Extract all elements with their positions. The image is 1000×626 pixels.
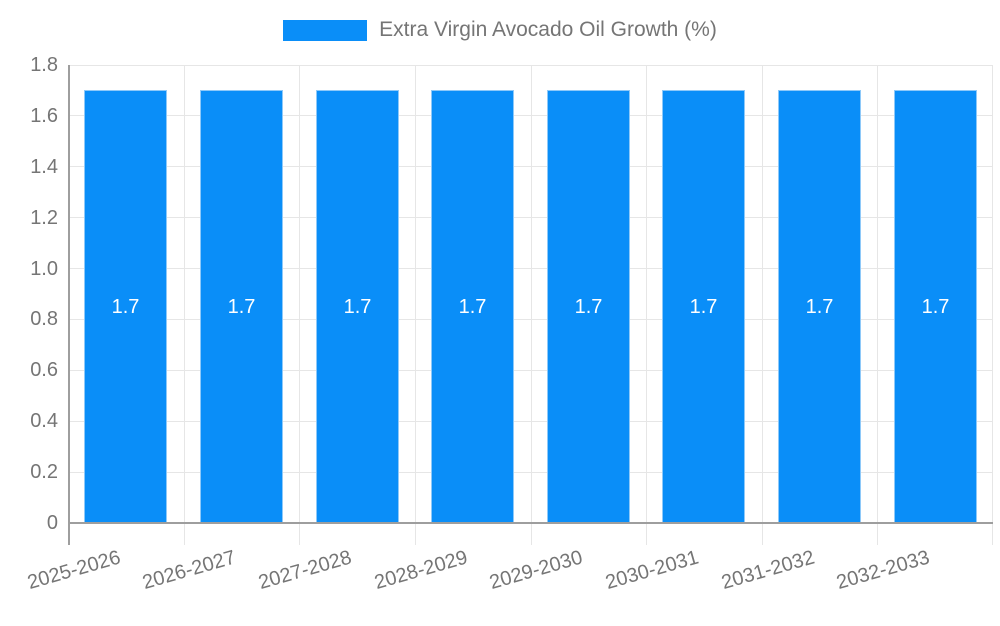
bar: 1.7 (547, 90, 630, 523)
horizontal-gridline (68, 166, 993, 168)
plot-area: 1.7 1.7 1.7 1.7 1.7 1.7 1.7 1.7 2025-2026 2026-2… (25, 64, 993, 594)
y-tick-label: 0 (46, 512, 58, 534)
horizontal-gridline (68, 420, 993, 422)
bar-value-label: 1.7 (458, 296, 487, 318)
y-tick-label: 1.0 (30, 257, 58, 280)
horizontal-gridline (68, 369, 993, 371)
chart-legend: Extra Virgin Avocado Oil Growth (%) (0, 18, 1000, 42)
bar: 1.7 (84, 90, 167, 523)
horizontal-gridline (68, 318, 993, 320)
y-tick-label: 1.8 (30, 54, 58, 76)
bar: 1.7 (894, 90, 977, 523)
horizontal-gridline (68, 471, 993, 473)
vertical-gridline (877, 65, 878, 545)
horizontal-gridline (68, 268, 993, 270)
horizontal-gridline (68, 115, 993, 117)
legend-label: Extra Virgin Avocado Oil Growth (%) (379, 18, 717, 41)
vertical-gridline (992, 65, 993, 545)
bar: 1.7 (778, 90, 861, 523)
legend-swatch-icon (283, 19, 368, 41)
bar-chart: Extra Virgin Avocado Oil Growth (%) 1.7 1… (0, 18, 1000, 594)
y-tick-label: 1.2 (30, 206, 58, 229)
horizontal-gridline (68, 217, 993, 219)
bar: 1.7 (200, 90, 283, 523)
y-tick-label: 1.6 (30, 104, 58, 127)
bar: 1.7 (431, 90, 514, 523)
bar-value-label: 1.7 (111, 296, 140, 318)
vertical-gridline (762, 65, 763, 545)
bar-value-label: 1.7 (689, 296, 718, 318)
y-tick-label: 0.8 (30, 308, 58, 331)
y-tick-label: 0.2 (30, 461, 58, 484)
bar: 1.7 (662, 90, 745, 523)
bar-value-label: 1.7 (574, 296, 603, 318)
y-tick-label: 0.4 (30, 410, 58, 433)
vertical-gridline (531, 65, 532, 545)
vertical-gridline (299, 65, 300, 545)
x-axis-line (68, 522, 993, 524)
vertical-gridline (415, 65, 416, 545)
y-axis-line-grid (68, 65, 70, 545)
vertical-gridline (646, 65, 647, 545)
bar: 1.7 (316, 90, 399, 523)
bar-value-label: 1.7 (805, 296, 834, 318)
vertical-gridline (184, 65, 185, 545)
y-tick-label: 1.4 (30, 155, 58, 178)
bar-value-label: 1.7 (227, 296, 256, 318)
bar-value-label: 1.7 (343, 296, 372, 318)
bar-value-label: 1.7 (921, 296, 950, 318)
y-tick-label: 0.6 (30, 359, 58, 382)
horizontal-gridline (68, 64, 993, 66)
